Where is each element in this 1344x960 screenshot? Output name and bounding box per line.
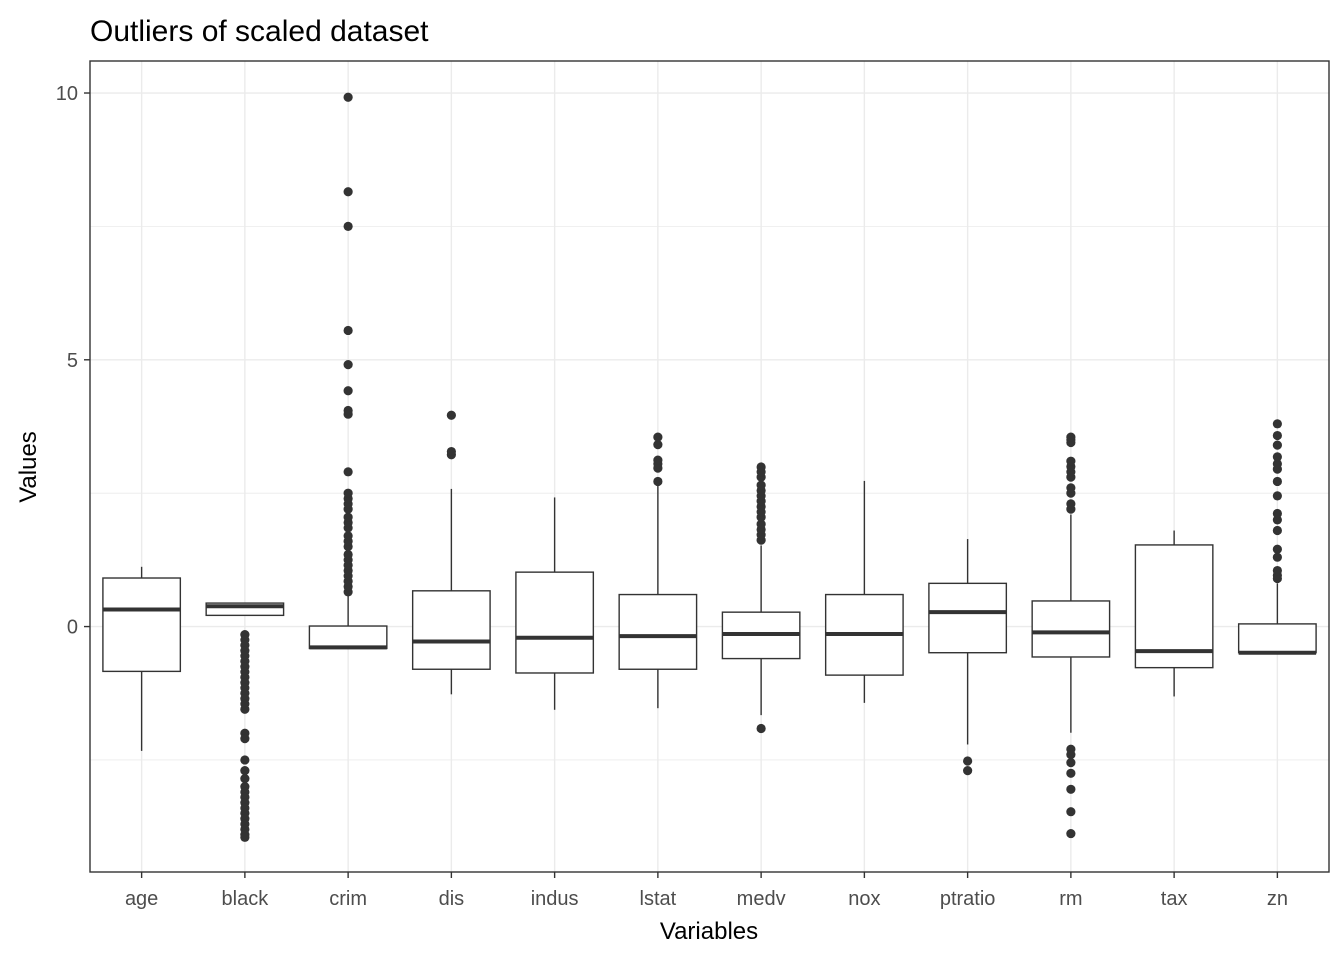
outlier-point: [446, 446, 456, 457]
outlier-point: [1272, 552, 1282, 562]
outlier-point: [1066, 784, 1076, 794]
x-tick-label-age: age: [125, 888, 158, 910]
x-tick-label-zn: zn: [1267, 888, 1288, 910]
outlier-point: [1272, 525, 1282, 536]
outlier-point: [1066, 432, 1076, 442]
box-lstat: [618, 432, 698, 709]
outlier-point: [1272, 440, 1282, 450]
box-tax: [1134, 530, 1214, 697]
outlier-point: [653, 440, 663, 450]
outlier-point: [756, 480, 766, 490]
box-layer: [102, 92, 1317, 842]
outlier-point: [1272, 476, 1282, 487]
outlier-point: [240, 755, 250, 765]
y-tick-label: 5: [67, 350, 78, 372]
x-tick-label-medv: medv: [737, 888, 786, 910]
box-crim: [308, 92, 388, 650]
outlier-point: [343, 325, 353, 336]
outlier-point: [1272, 515, 1282, 525]
outlier-point: [653, 476, 663, 487]
box-iqr: [1031, 600, 1111, 658]
box-iqr: [928, 582, 1008, 654]
outlier-point: [1066, 750, 1076, 760]
x-tick-label-nox: nox: [848, 888, 880, 910]
outlier-point: [1272, 508, 1282, 519]
outlier-point: [963, 766, 973, 776]
outlier-point: [240, 734, 250, 744]
box-rm: [1031, 432, 1111, 839]
y-tick-label: 0: [67, 617, 78, 639]
outlier-point: [343, 512, 353, 522]
box-iqr: [411, 590, 491, 670]
outlier-point: [240, 704, 250, 714]
outlier-point: [1066, 807, 1076, 817]
chart-title: Outliers of scaled dataset: [90, 15, 429, 48]
x-tick-label-crim: crim: [329, 888, 367, 910]
outlier-point: [1272, 459, 1282, 469]
outlier-point: [756, 519, 766, 529]
outlier-point: [446, 410, 456, 420]
gridlines: [90, 61, 1329, 872]
box-zn: [1237, 419, 1317, 655]
outlier-point: [756, 462, 766, 472]
box-iqr: [618, 593, 698, 670]
outlier-point: [1066, 483, 1076, 493]
box-iqr: [515, 571, 595, 674]
outlier-point: [1272, 565, 1282, 576]
box-indus: [515, 497, 595, 710]
outlier-point: [343, 221, 353, 232]
outlier-point: [963, 756, 973, 766]
x-axis-title: Variables: [660, 918, 758, 945]
box-iqr: [102, 577, 182, 673]
outlier-point: [653, 432, 663, 442]
box-dis: [411, 410, 491, 695]
x-tick-label-dis: dis: [439, 888, 465, 910]
outlier-point: [653, 455, 663, 465]
outlier-point: [240, 774, 250, 784]
outlier-point: [343, 359, 353, 370]
x-tick-label-lstat: lstat: [640, 888, 677, 910]
box-black: [205, 602, 285, 842]
y-tick-label: 10: [56, 83, 78, 105]
y-axis-title: Values: [15, 431, 42, 503]
box-medv: [721, 462, 801, 734]
outlier-point: [343, 187, 353, 197]
box-iqr: [308, 625, 388, 650]
box-iqr: [1134, 544, 1214, 669]
outlier-point: [1272, 452, 1282, 462]
box-age: [102, 566, 182, 751]
outlier-point: [343, 467, 353, 477]
outlier-point: [240, 832, 250, 842]
x-tick-label-rm: rm: [1059, 888, 1082, 910]
outlier-point: [343, 549, 353, 560]
outlier-point: [343, 405, 353, 416]
outlier-point: [1066, 499, 1076, 509]
panel-border: [89, 60, 1330, 873]
outlier-point: [1066, 456, 1076, 466]
outlier-point: [343, 488, 353, 498]
x-tick-label-indus: indus: [531, 888, 579, 910]
x-tick-label-black: black: [222, 888, 270, 910]
axis-ticks: 0 5 10 age black crim dis indus lstat medv nox ptra…: [56, 83, 1288, 910]
outlier-point: [1066, 768, 1076, 778]
outlier-point: [756, 723, 766, 734]
outlier-point: [1272, 544, 1282, 554]
x-tick-label-tax: tax: [1161, 888, 1188, 910]
outlier-point: [1272, 491, 1282, 501]
outlier-point: [240, 766, 250, 776]
outlier-point: [1272, 419, 1282, 429]
outlier-point: [1272, 430, 1282, 441]
outlier-point: [343, 92, 353, 102]
outlier-point: [343, 386, 353, 396]
box-iqr: [1237, 623, 1317, 654]
outlier-point: [1066, 828, 1076, 839]
box-nox: [824, 480, 904, 703]
x-tick-label-ptratio: ptratio: [940, 888, 996, 910]
outlier-point: [1066, 758, 1076, 768]
outlier-point: [343, 531, 353, 541]
box-ptratio: [928, 539, 1008, 776]
